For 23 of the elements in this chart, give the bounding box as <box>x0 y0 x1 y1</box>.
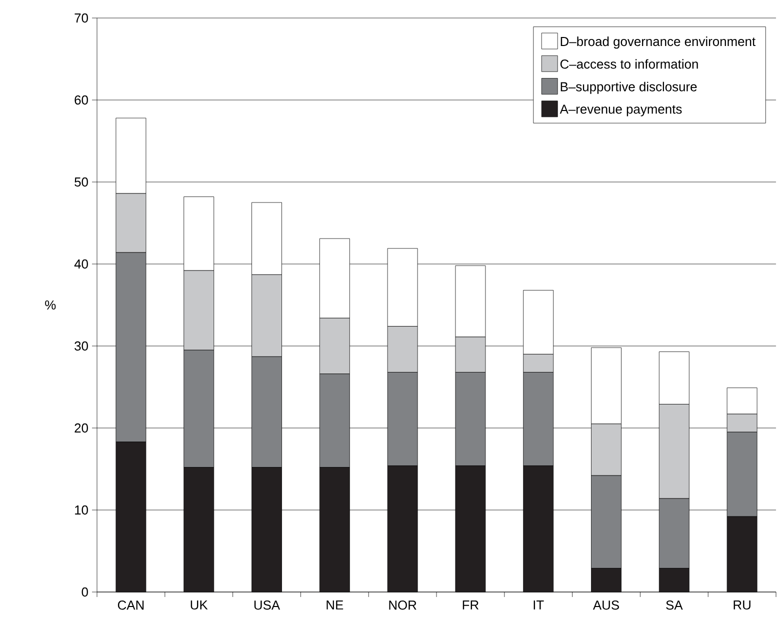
x-tick-label: SA <box>666 600 683 610</box>
x-tick-label: NOR <box>389 600 416 610</box>
y-axis-title: % <box>45 300 56 310</box>
legend-label: B–supportive disclosure <box>560 82 697 94</box>
y-tick-label: 60 <box>74 95 88 105</box>
x-tick-label: NE <box>326 600 344 610</box>
legend-label: D–broad governance environment <box>560 36 756 49</box>
y-tick-label: 40 <box>74 259 88 269</box>
y-tick-label: 10 <box>75 505 88 515</box>
x-tick-label: IT <box>534 600 544 610</box>
y-tick-label: 0 <box>82 587 88 597</box>
x-tick-label: UK <box>190 600 208 610</box>
y-tick-label: 20 <box>74 423 88 433</box>
y-tick-label: 50 <box>74 177 88 187</box>
legend-label: A–revenue payments <box>560 104 682 116</box>
y-tick-label: 70 <box>74 13 88 23</box>
y-tick-label: 30 <box>74 341 88 351</box>
x-tick-label: CAN <box>118 600 144 610</box>
x-tick-label: AUS <box>592 600 619 610</box>
x-tick-label: FR <box>462 600 478 610</box>
x-tick-label: RU <box>734 600 750 610</box>
x-tick-label: USA <box>254 600 280 610</box>
legend-label: C–access to information <box>560 59 698 69</box>
